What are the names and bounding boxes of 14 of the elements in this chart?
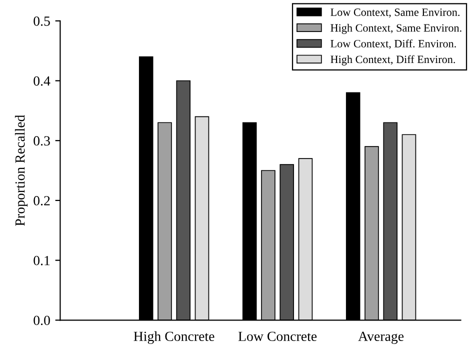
y-tick-label: 0.2 — [34, 196, 50, 206]
x-tick-label: Average — [358, 332, 404, 344]
y-tick-label: 0.3 — [34, 136, 50, 146]
x-tick-label: Low Concrete — [238, 332, 317, 342]
y-tick-label: 0.5 — [34, 16, 50, 26]
y-tick-label: 0.1 — [34, 256, 50, 266]
y-tick-label: 0.4 — [34, 76, 50, 86]
y-axis-title: Proportion Recalled — [14, 114, 28, 226]
legend-label: High Context, Same Environ. — [330, 24, 462, 34]
legend-label: Low Context, Diff. Environ. — [330, 39, 456, 50]
y-tick-label: 0.0 — [34, 316, 50, 326]
legend-label: High Context, Diff Environ. — [330, 55, 455, 66]
legend-label: Low Context, Same Environ. — [330, 8, 460, 18]
x-tick-label: High Concrete — [134, 331, 214, 344]
